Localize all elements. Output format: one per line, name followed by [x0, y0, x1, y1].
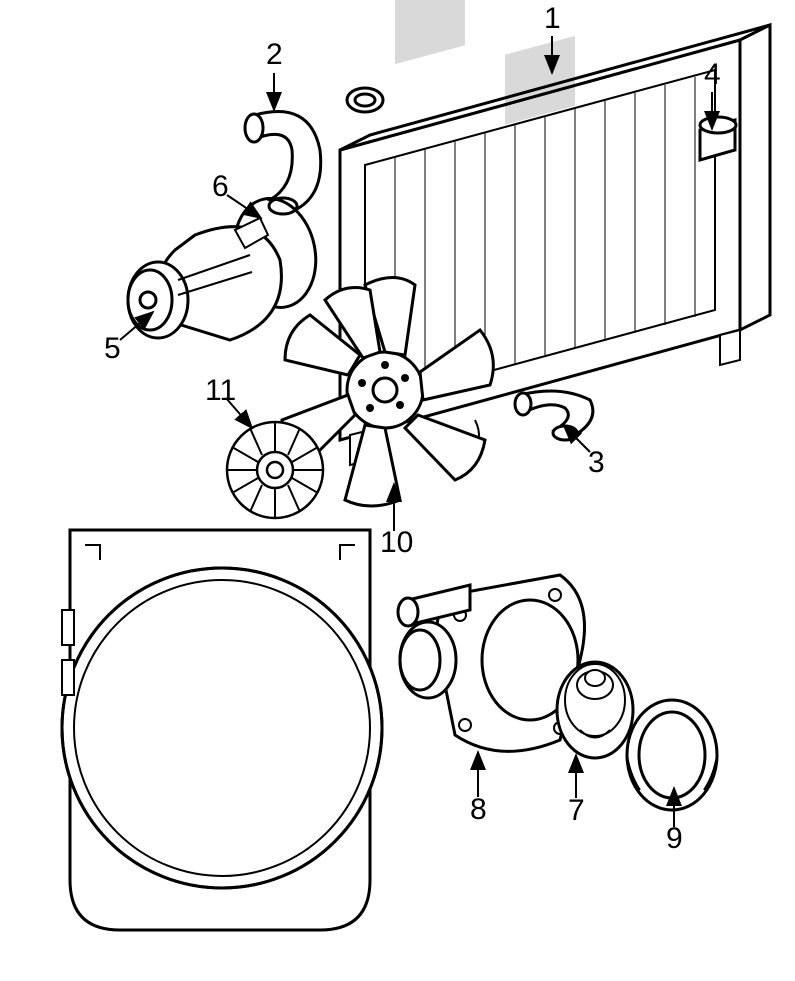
callout-10: 10	[380, 528, 413, 558]
callout-5: 5	[104, 334, 121, 364]
thermostat-seal	[627, 700, 717, 810]
callout-7: 7	[568, 796, 585, 826]
lower-hose	[515, 391, 593, 440]
callout-4: 4	[704, 60, 721, 90]
parts-diagram: 1 2 3 4 5 6 7 8 9 10 11	[0, 0, 795, 981]
callout-9: 9	[666, 824, 683, 854]
callout-8: 8	[470, 795, 487, 825]
fan-clutch	[227, 422, 323, 518]
callout-3: 3	[588, 448, 605, 478]
callout-2: 2	[266, 40, 283, 70]
thermostat-housing	[398, 575, 585, 751]
callout-1: 1	[544, 4, 561, 34]
thermostat	[557, 662, 633, 758]
water-pump	[128, 218, 281, 340]
callout-11: 11	[205, 376, 236, 406]
fan-shroud	[62, 530, 382, 930]
upper-hose	[245, 112, 321, 214]
callout-6: 6	[212, 172, 229, 202]
